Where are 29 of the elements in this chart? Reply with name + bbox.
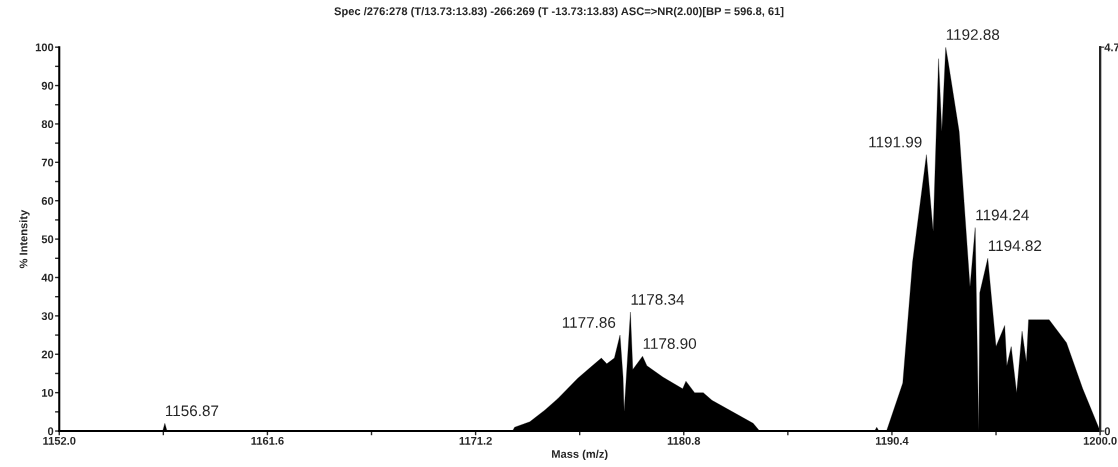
annotation: 1178.34 [631, 294, 685, 305]
y-tick-label: 30 [41, 312, 54, 321]
annotation: 1156.87 [166, 405, 219, 417]
annotation: 1177.86 [562, 317, 616, 328]
annotation: 1178.90 [643, 338, 697, 349]
y-tick-label: 90 [41, 81, 54, 90]
y-tick-label: 0 [47, 427, 54, 436]
y-tick-label: 50 [41, 235, 54, 244]
annotation: 1192.88 [946, 29, 1000, 40]
y-tick-label: 80 [41, 120, 54, 129]
x-tick-label: 1180.8 [667, 436, 701, 445]
y-tick-label: 10 [42, 388, 54, 397]
chart-title: Spec /276:278 (T/13.73:13.83) -266:269 (T -13.73:13.83) ASC=>NR(2.00)[BP = 596.8, 61] [334, 7, 784, 18]
x-tick-label: 1161.6 [251, 436, 284, 445]
x-tick-label: 1171.2 [459, 436, 492, 445]
x-tick-label: 1200.0 [1083, 436, 1117, 445]
y2-tick-label: 0 [1104, 427, 1110, 436]
annotation: 1191.99 [869, 136, 922, 148]
y-tick-label: 100 [35, 43, 54, 52]
x-axis-title: Mass (m/z) [552, 449, 608, 461]
y-tick-label: 40 [41, 273, 54, 282]
annotation: 1194.24 [976, 209, 1029, 221]
x-tick-label: 1152.0 [43, 436, 76, 445]
y-tick-label: 70 [41, 158, 54, 167]
y-tick-label: 60 [41, 196, 54, 205]
x-tick-label: 1190.4 [875, 436, 909, 445]
y-axis-title: % Intensity [19, 209, 30, 269]
annotation: 1194.82 [988, 240, 1042, 252]
y-tick-label: 20 [41, 350, 54, 359]
